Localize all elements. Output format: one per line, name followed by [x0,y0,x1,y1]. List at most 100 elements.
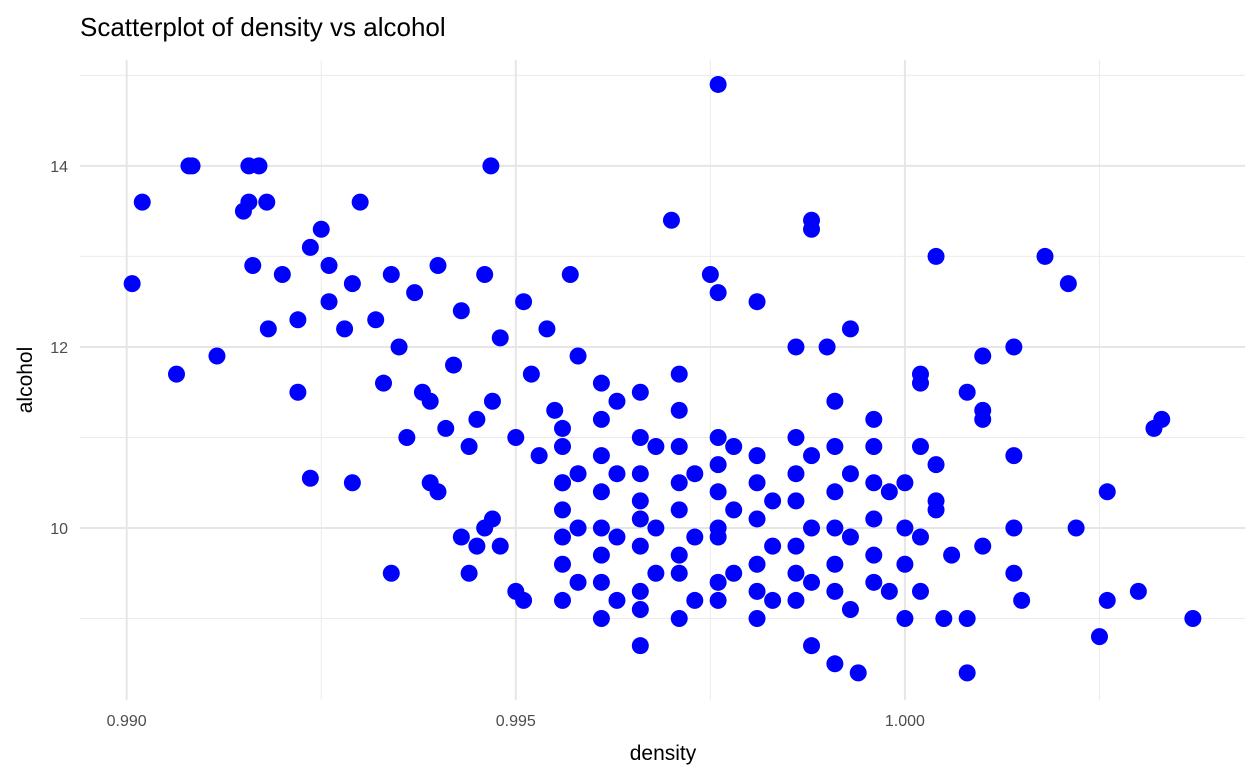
x-tick-label: 0.990 [107,713,147,730]
point [133,193,151,211]
point [592,447,610,465]
point [896,555,914,573]
point [841,600,859,618]
point [421,392,439,410]
point [483,392,501,410]
point [530,447,548,465]
point [301,238,319,256]
point [896,519,914,537]
point [803,637,821,655]
point [686,528,704,546]
point [312,220,330,238]
point [491,537,509,555]
point [1090,628,1108,646]
point [841,320,859,338]
x-tick-label: 0.995 [496,713,536,730]
point [865,573,883,591]
point [631,510,649,528]
point [553,555,571,573]
point [1059,275,1077,293]
point [662,211,680,229]
point [208,347,226,365]
point [787,428,805,446]
point [787,338,805,356]
point [787,564,805,582]
point [787,591,805,609]
point [764,537,782,555]
point [709,428,727,446]
point [460,564,478,582]
point [911,582,929,600]
point [1005,519,1023,537]
point [725,501,743,519]
point [491,329,509,347]
point [686,591,704,609]
point [452,528,470,546]
point [289,383,307,401]
point [841,465,859,483]
point [670,365,688,383]
point [841,528,859,546]
point [865,510,883,528]
point [764,492,782,510]
point [421,474,439,492]
point [748,447,766,465]
point [522,365,540,383]
point [367,311,385,329]
point [670,564,688,582]
point [429,256,447,274]
point [748,474,766,492]
point [515,591,533,609]
point [701,266,719,284]
point [826,655,844,673]
point [974,410,992,428]
point [452,302,470,320]
point [1005,564,1023,582]
chart-title: Scatterplot of density vs alcohol [80,12,446,42]
point [483,510,501,528]
point [748,582,766,600]
x-axis-title: density [630,742,697,765]
point [911,374,929,392]
point [748,510,766,528]
point [670,501,688,519]
point [927,501,945,519]
point [468,537,486,555]
point [569,573,587,591]
point [880,582,898,600]
point [803,519,821,537]
y-tick-label: 14 [50,159,68,176]
point [849,664,867,682]
point [561,266,579,284]
point [608,528,626,546]
point [375,374,393,392]
point [1013,591,1031,609]
point [437,419,455,437]
point [1098,483,1116,501]
point [258,193,276,211]
y-tick-label: 10 [50,521,68,538]
point [250,157,268,175]
point [748,610,766,628]
point [406,284,424,302]
point [631,537,649,555]
point [974,347,992,365]
point [631,582,649,600]
point [608,465,626,483]
point [259,320,277,338]
point [880,483,898,501]
point [569,347,587,365]
point [865,410,883,428]
point [320,256,338,274]
point [911,438,929,456]
point [943,546,961,564]
point [631,428,649,446]
point [1005,338,1023,356]
point [240,193,258,211]
point [546,401,564,419]
point [183,157,201,175]
point [631,600,649,618]
point [592,519,610,537]
point [927,247,945,265]
point [911,528,929,546]
